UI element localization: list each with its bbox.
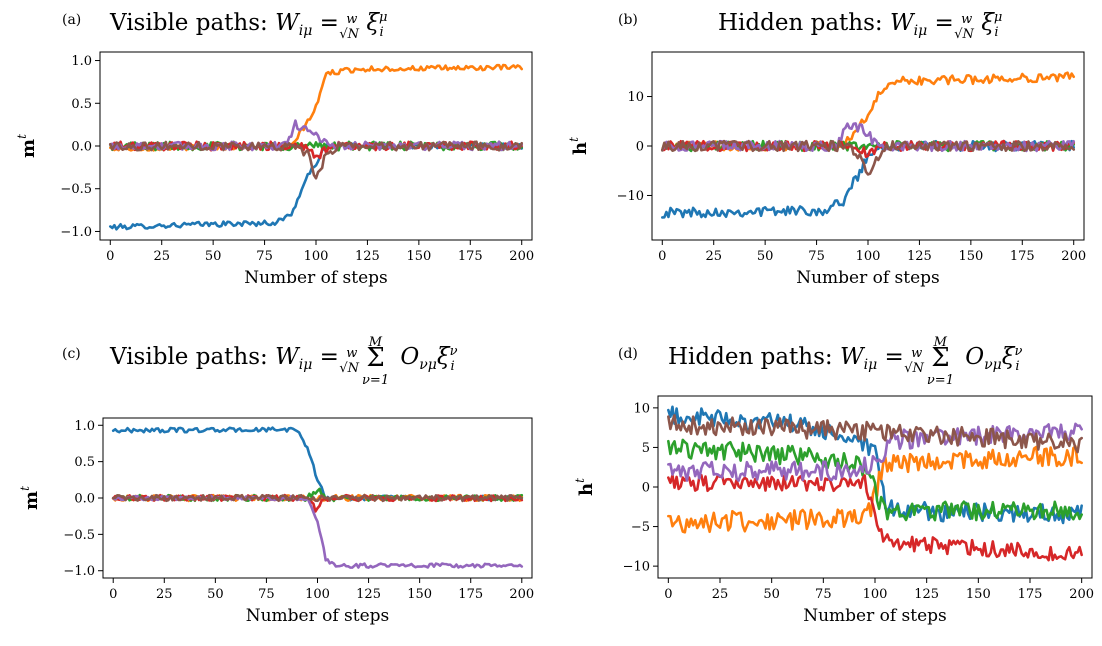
x-tick-label: 150 — [406, 249, 431, 264]
x-tick-label: 25 — [712, 587, 729, 602]
x-tick-label: 50 — [207, 587, 224, 602]
x-tick-label: 125 — [914, 587, 939, 602]
series-line-6 — [667, 414, 1083, 454]
y-tick-label: 0.5 — [74, 455, 95, 470]
x-tick-label: 200 — [1061, 249, 1086, 264]
x-tick-label: 25 — [156, 587, 173, 602]
y-tick-label: −0.5 — [63, 528, 95, 543]
y-tick-label: −10 — [617, 189, 644, 204]
plot-area — [667, 405, 1083, 562]
x-tick-label: 75 — [808, 249, 825, 264]
x-tick-label: 50 — [757, 249, 774, 264]
y-tick-label: 0.5 — [71, 97, 92, 112]
x-tick-label: 50 — [205, 249, 222, 264]
x-tick-label: 25 — [705, 249, 722, 264]
y-axis-label: ht — [573, 478, 597, 496]
x-tick-label: 75 — [258, 587, 275, 602]
x-tick-label: 50 — [763, 587, 780, 602]
panel-title: Visible paths: Wiμ = w √N ΣM ν=1 Oνμξν i — [109, 335, 458, 388]
panel-tag: (a) — [62, 12, 81, 28]
y-tick-label: −10 — [623, 560, 650, 575]
panel-d: (d) Hidden paths: Wiμ = w √N ΣM ν=1 Oνμξν i 0… — [573, 335, 1094, 626]
x-axis-label: Number of steps — [803, 606, 947, 626]
series-line-5 — [111, 494, 524, 569]
x-tick-label: 150 — [958, 249, 983, 264]
x-axis-label: Number of steps — [246, 606, 390, 626]
panel-c: (c) Visible paths: Wiμ = w √N ΣM ν=1 Oνμξν i… — [18, 335, 534, 626]
x-tick-label: 175 — [458, 249, 483, 264]
y-tick-label: 10 — [633, 401, 650, 416]
x-tick-label: 25 — [153, 249, 170, 264]
series-line-3 — [667, 438, 1083, 522]
y-tick-label: 0 — [636, 140, 644, 155]
x-tick-label: 0 — [109, 587, 117, 602]
y-tick-label: −1.0 — [60, 225, 92, 240]
series-line-2 — [660, 71, 1076, 152]
series-line-4 — [667, 473, 1083, 562]
x-tick-label: 100 — [856, 249, 881, 264]
panel-tag: (d) — [618, 346, 638, 362]
x-tick-label: 75 — [256, 249, 273, 264]
y-tick-label: −5 — [631, 520, 650, 535]
x-tick-label: 75 — [815, 587, 832, 602]
x-tick-label: 125 — [355, 249, 380, 264]
series-line-2 — [108, 63, 524, 152]
x-tick-label: 125 — [356, 587, 381, 602]
x-tick-label: 100 — [863, 587, 888, 602]
panel-tag: (c) — [62, 346, 81, 362]
y-tick-label: 0 — [642, 481, 650, 496]
series-line-6 — [111, 493, 524, 503]
series-line-5 — [667, 422, 1083, 482]
plot-area — [108, 63, 524, 231]
y-tick-label: 0.0 — [71, 140, 92, 155]
y-axis-label: ht — [567, 137, 591, 155]
y-axis-label: mt — [15, 134, 39, 158]
x-tick-label: 150 — [966, 587, 991, 602]
y-tick-label: 5 — [642, 441, 650, 456]
x-tick-label: 200 — [509, 587, 534, 602]
panel-b: (b) Hidden paths: Wiμ = w √N ξμ i0 25 50 75 100… — [567, 10, 1086, 288]
y-tick-label: 1.0 — [74, 419, 95, 434]
x-axis-label: Number of steps — [796, 268, 940, 288]
x-tick-label: 0 — [106, 249, 114, 264]
y-tick-label: −1.0 — [63, 564, 95, 579]
plot-area — [111, 426, 524, 569]
series-line-5 — [108, 119, 524, 152]
x-tick-label: 150 — [407, 587, 432, 602]
panel-title: Hidden paths: Wiμ = w √N ξμ i — [718, 10, 1002, 42]
x-axis-label: Number of steps — [244, 268, 388, 288]
x-tick-label: 100 — [305, 587, 330, 602]
panel-title: Visible paths: Wiμ = w √N ξμ i — [109, 10, 387, 42]
x-tick-label: 125 — [907, 249, 932, 264]
panel-tag: (b) — [618, 12, 638, 28]
y-tick-label: 10 — [627, 90, 644, 105]
y-tick-label: 1.0 — [71, 54, 92, 69]
x-tick-label: 0 — [664, 587, 672, 602]
x-tick-label: 0 — [658, 249, 666, 264]
x-tick-label: 175 — [1010, 249, 1035, 264]
x-tick-label: 175 — [458, 587, 483, 602]
series-line-6 — [108, 140, 524, 180]
y-axis-label: mt — [18, 486, 42, 510]
y-tick-label: 0.0 — [74, 492, 95, 507]
y-tick-label: −0.5 — [60, 182, 92, 197]
panel-title: Hidden paths: Wiμ = w √N ΣM ν=1 Oνμξν i — [668, 335, 1022, 388]
plot-area — [660, 71, 1076, 219]
series-line-6 — [660, 139, 1076, 176]
x-tick-label: 200 — [509, 249, 534, 264]
x-tick-label: 100 — [304, 249, 329, 264]
panel-a: (a) Visible paths: Wiμ = w √N ξμ i 0 25 50 75 10… — [15, 10, 534, 288]
x-tick-label: 200 — [1069, 587, 1094, 602]
x-tick-label: 175 — [1018, 587, 1043, 602]
